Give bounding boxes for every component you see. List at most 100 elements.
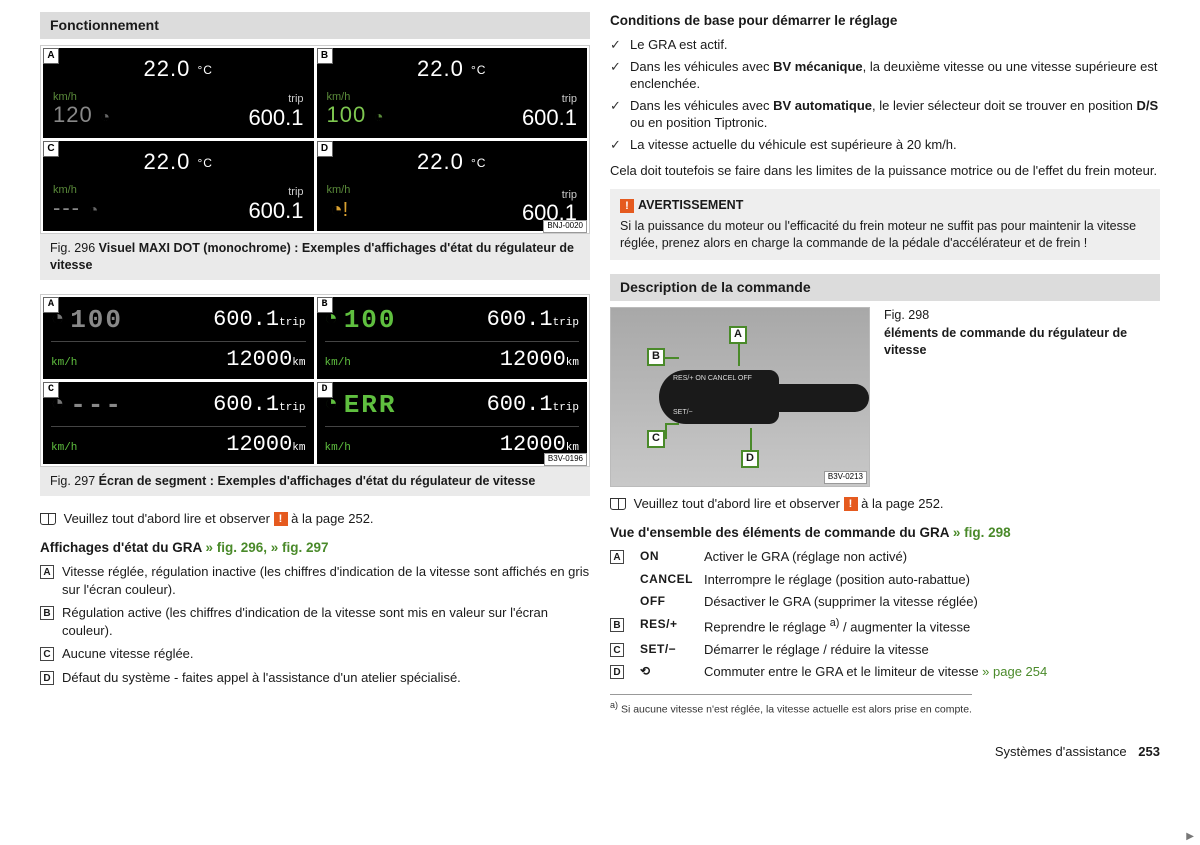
- trip-value: 600.1: [522, 107, 577, 129]
- letter-box: B: [610, 618, 624, 632]
- speed-value: ---: [53, 195, 81, 220]
- section-header-description: Description de la commande: [610, 274, 1160, 301]
- trip-unit: trip: [553, 317, 579, 329]
- state-c-text: Aucune vitesse réglée.: [62, 645, 590, 663]
- check-icon: ✓: [610, 97, 630, 132]
- trip-unit: trip: [279, 402, 305, 414]
- read-first-pre: Veuillez tout d'abord lire et observer: [634, 496, 844, 511]
- fig296-cell-d: D 22.0 °C km/h ◔! trip 600.1: [317, 141, 588, 231]
- fig-number: Fig. 297: [50, 474, 95, 488]
- callout-b: B: [647, 348, 665, 366]
- fig-link: , » fig. 297: [263, 540, 328, 555]
- fig296-cell-b: B 22.0 °C km/h 100 ◔ trip 600.1: [317, 48, 588, 138]
- temp-value: 22.0: [144, 56, 191, 81]
- state-a-text: Vitesse réglée, régulation inactive (les…: [62, 563, 590, 598]
- temp-value: 22.0: [417, 56, 464, 81]
- odo-unit: km: [566, 357, 579, 369]
- command-key: OFF: [640, 593, 696, 609]
- fig297-cell-a: A ◔ 100 600.1trip km/h 12000km: [43, 297, 314, 379]
- command-text: Commuter entre le GRA et le limiteur de …: [704, 663, 1160, 681]
- condition-item: ✓Dans les véhicules avec BV automatique,…: [610, 97, 1160, 132]
- command-key: RES/+: [640, 616, 696, 632]
- page-footer: Systèmes d'assistance 253: [40, 743, 1160, 761]
- letter-box: B: [40, 606, 54, 620]
- lever-bottom-labels: SET/−: [673, 408, 693, 417]
- speed-value: 100: [327, 102, 367, 127]
- image-id: B3V-0213: [824, 471, 867, 484]
- warn-icon: !: [274, 512, 288, 526]
- states-heading: Affichages d'état du GRA » fig. 296, » f…: [40, 539, 590, 557]
- speed-value: ERR: [344, 388, 397, 423]
- footnote-text: Si aucune vitesse n'est réglée, la vites…: [621, 703, 972, 715]
- speed-value: 100: [344, 303, 397, 338]
- read-first-note: Veuillez tout d'abord lire et observer !…: [40, 510, 590, 528]
- command-text: Interrompre le réglage (position auto-ra…: [704, 571, 1160, 589]
- cell-tag: B: [317, 48, 333, 64]
- trip-value: 600.1: [248, 107, 303, 129]
- book-icon: [610, 498, 626, 510]
- odo-unit: km: [292, 442, 305, 454]
- trip-value: 600.1: [213, 392, 279, 417]
- temp-unit: °C: [471, 156, 486, 170]
- state-d-text: Défaut du système - faites appel à l'ass…: [62, 669, 590, 687]
- commands-heading: Vue d'ensemble des éléments de commande …: [610, 524, 1160, 542]
- image-id: BNJ-0020: [543, 220, 587, 233]
- fig-link: » fig. 298: [949, 525, 1011, 540]
- read-first-post: à la page 252.: [858, 496, 944, 511]
- command-key: ON: [640, 548, 696, 564]
- control-lever-image: RES/+ ON CANCEL OFF SET/− A B C D B3V-02…: [610, 307, 870, 487]
- read-first-pre: Veuillez tout d'abord lire et observer: [64, 511, 274, 526]
- figure-298: RES/+ ON CANCEL OFF SET/− A B C D B3V-02…: [610, 307, 1160, 487]
- command-row: OFF Désactiver le GRA (supprimer la vites…: [610, 593, 1160, 611]
- fig-number: Fig. 298: [884, 307, 1160, 324]
- odo-unit: km: [292, 357, 305, 369]
- command-row: CSET/−Démarrer le réglage / réduire la v…: [610, 641, 1160, 659]
- figure-297: A ◔ 100 600.1trip km/h 12000km B: [40, 294, 590, 496]
- temp-unit: °C: [471, 63, 486, 77]
- section-header-fonctionnement: Fonctionnement: [40, 12, 590, 39]
- warn-icon: !: [844, 497, 858, 511]
- check-icon: ✓: [610, 58, 630, 93]
- state-b-text: Régulation active (les chiffres d'indica…: [62, 604, 590, 639]
- warn-icon: !: [620, 199, 634, 213]
- figure-296: A 22.0 °C km/h 120 ◔ trip 600.1: [40, 45, 590, 280]
- fig-link: » fig. 296: [202, 540, 264, 555]
- trip-value: 600.1: [213, 307, 279, 332]
- command-text: Désactiver le GRA (supprimer la vitesse …: [704, 593, 1160, 611]
- page-link: » page 254: [979, 664, 1048, 679]
- footnote-mark: a): [610, 700, 618, 710]
- cell-tag: B: [317, 297, 333, 313]
- cell-tag: A: [43, 48, 59, 64]
- kmh-label: km/h: [325, 356, 351, 371]
- callout-d: D: [741, 450, 759, 468]
- condition-item: ✓Le GRA est actif.: [610, 36, 1160, 54]
- fig296-cell-c: C 22.0 °C km/h --- ◔ trip 600.1: [43, 141, 314, 231]
- kmh-label: km/h: [325, 441, 351, 456]
- cell-tag: C: [43, 141, 59, 157]
- conditions-note: Cela doit toutefois se faire dans les li…: [610, 162, 1160, 180]
- command-key: CANCEL: [640, 571, 696, 587]
- speed-value: ---: [70, 388, 123, 423]
- speed-value: 120: [53, 102, 93, 127]
- image-id: B3V-0196: [544, 453, 587, 466]
- warning-box: !AVERTISSEMENT Si la puissance du moteur…: [610, 189, 1160, 260]
- fig297-cell-b: B ◔ 100 600.1trip km/h 12000km: [317, 297, 588, 379]
- command-text: Reprendre le réglage a) / augmenter la v…: [704, 616, 1160, 636]
- odo-value: 12000: [226, 432, 292, 457]
- trip-value: 600.1: [487, 392, 553, 417]
- condition-text: Dans les véhicules avec BV automatique, …: [630, 97, 1160, 132]
- callout-c: C: [647, 430, 665, 448]
- kmh-label: km/h: [51, 441, 77, 456]
- letter-box: C: [40, 647, 54, 661]
- condition-text: Dans les véhicules avec BV mécanique, la…: [630, 58, 1160, 93]
- fig298-caption: Fig. 298 éléments de commande du régulat…: [884, 307, 1160, 360]
- states-list: A Vitesse réglée, régulation inactive (le…: [40, 563, 590, 686]
- letter-box: A: [40, 565, 54, 579]
- fig-title: Visuel MAXI DOT (monochrome) : Exemples …: [50, 241, 574, 272]
- kmh-label: km/h: [327, 183, 351, 198]
- states-head-text: Affichages d'état du GRA: [40, 540, 202, 555]
- conditions-list: ✓Le GRA est actif. ✓Dans les véhicules av…: [610, 36, 1160, 153]
- conditions-heading: Conditions de base pour démarrer le régl…: [610, 12, 1160, 30]
- command-key: SET/−: [640, 641, 696, 657]
- fig-number: Fig. 296: [50, 241, 95, 255]
